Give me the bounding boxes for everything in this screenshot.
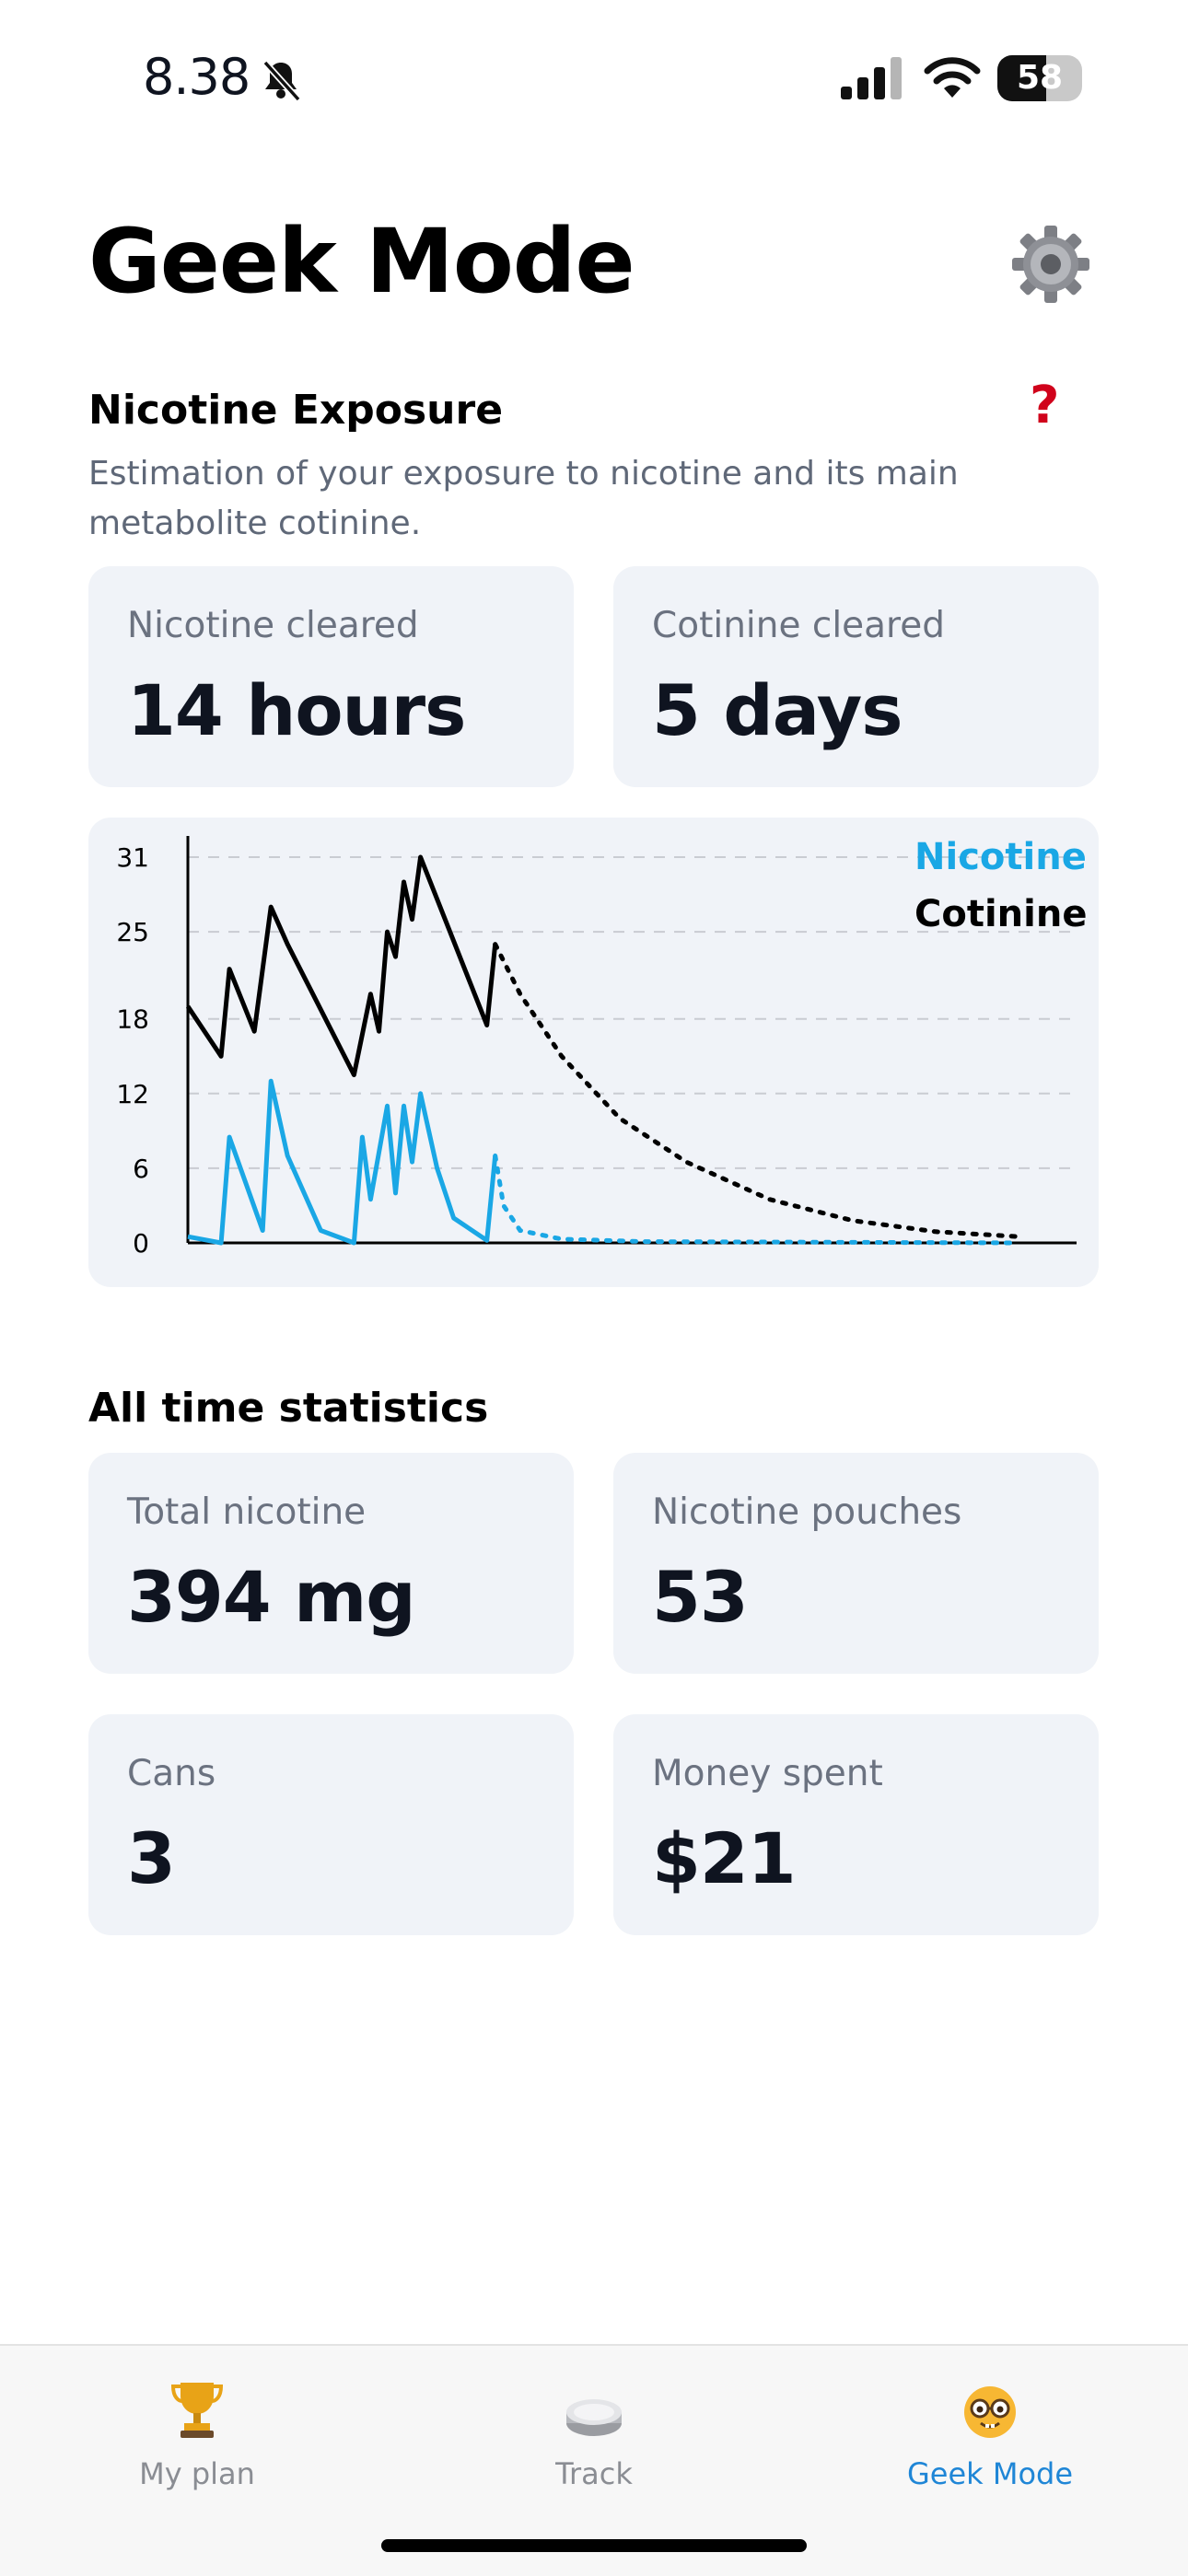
legend-nicotine: Nicotine bbox=[914, 836, 1087, 878]
pouch-can-icon bbox=[566, 2399, 622, 2436]
exposure-title: Nicotine Exposure bbox=[88, 387, 504, 434]
page-title: Geek Mode bbox=[88, 210, 635, 313]
battery-icon: 58 bbox=[997, 55, 1082, 101]
tab-label: Track bbox=[555, 2456, 633, 2491]
tab-my-plan[interactable]: My plan bbox=[59, 2366, 335, 2491]
card-label: Nicotine cleared bbox=[127, 605, 419, 646]
card-value: 14 hours bbox=[127, 669, 466, 751]
tab-geek-mode[interactable]: Geek Mode bbox=[852, 2366, 1128, 2491]
nicotine-pouches-card: Nicotine pouches 53 bbox=[613, 1453, 1099, 1674]
y-tick-label: 18 bbox=[116, 1004, 149, 1035]
y-tick-label: 6 bbox=[133, 1154, 149, 1184]
card-label: Cotinine cleared bbox=[652, 605, 945, 646]
card-value: 5 days bbox=[652, 669, 903, 751]
cotinine-series-line bbox=[185, 854, 498, 1077]
card-label: Total nicotine bbox=[127, 1491, 367, 1533]
cellular-signal-icon bbox=[841, 57, 902, 99]
tab-label: Geek Mode bbox=[906, 2456, 1074, 2491]
help-button[interactable]: ? bbox=[1030, 376, 1060, 435]
home-indicator bbox=[381, 2539, 807, 2552]
battery-percentage: 58 bbox=[1016, 59, 1064, 97]
gear-icon[interactable] bbox=[1011, 225, 1090, 304]
nicotine-projection-line bbox=[493, 1153, 1021, 1246]
total-nicotine-card: Total nicotine 394 mg bbox=[88, 1453, 574, 1674]
tab-label: My plan bbox=[139, 2456, 255, 2491]
tab-track[interactable]: Track bbox=[456, 2366, 732, 2491]
y-tick-label: 0 bbox=[133, 1228, 149, 1259]
y-tick-label: 25 bbox=[116, 917, 149, 947]
y-tick-label: 31 bbox=[116, 842, 149, 873]
exposure-chart: 31 25 18 12 6 0 bbox=[88, 818, 1099, 1287]
nicotine-cleared-card: Nicotine cleared 14 hours bbox=[88, 566, 574, 787]
exposure-description: Estimation of your exposure to nicotine … bbox=[88, 455, 959, 542]
legend-cotinine: Cotinine bbox=[914, 893, 1088, 935]
cotinine-projection-line bbox=[493, 942, 1021, 1239]
cotinine-cleared-card: Cotinine cleared 5 days bbox=[613, 566, 1099, 787]
card-value: $21 bbox=[652, 1817, 797, 1899]
y-tick-label: 12 bbox=[116, 1079, 149, 1109]
card-value: 394 mg bbox=[127, 1556, 416, 1638]
card-label: Cans bbox=[127, 1753, 216, 1794]
exposure-chart-svg: 31 25 18 12 6 0 bbox=[116, 836, 1077, 1259]
money-spent-card: Money spent $21 bbox=[613, 1714, 1099, 1935]
wifi-icon bbox=[924, 57, 981, 98]
stats-title: All time statistics bbox=[88, 1385, 489, 1432]
cans-card: Cans 3 bbox=[88, 1714, 574, 1935]
silent-bell-icon bbox=[262, 60, 301, 102]
nerd-face-icon bbox=[964, 2386, 1016, 2438]
card-value: 3 bbox=[127, 1817, 176, 1899]
nicotine-series-line bbox=[187, 1078, 498, 1246]
card-label: Nicotine pouches bbox=[652, 1491, 962, 1533]
status-time: 8.38 bbox=[143, 48, 250, 106]
card-value: 53 bbox=[652, 1556, 749, 1638]
trophy-icon bbox=[171, 2383, 223, 2438]
card-label: Money spent bbox=[652, 1753, 883, 1794]
